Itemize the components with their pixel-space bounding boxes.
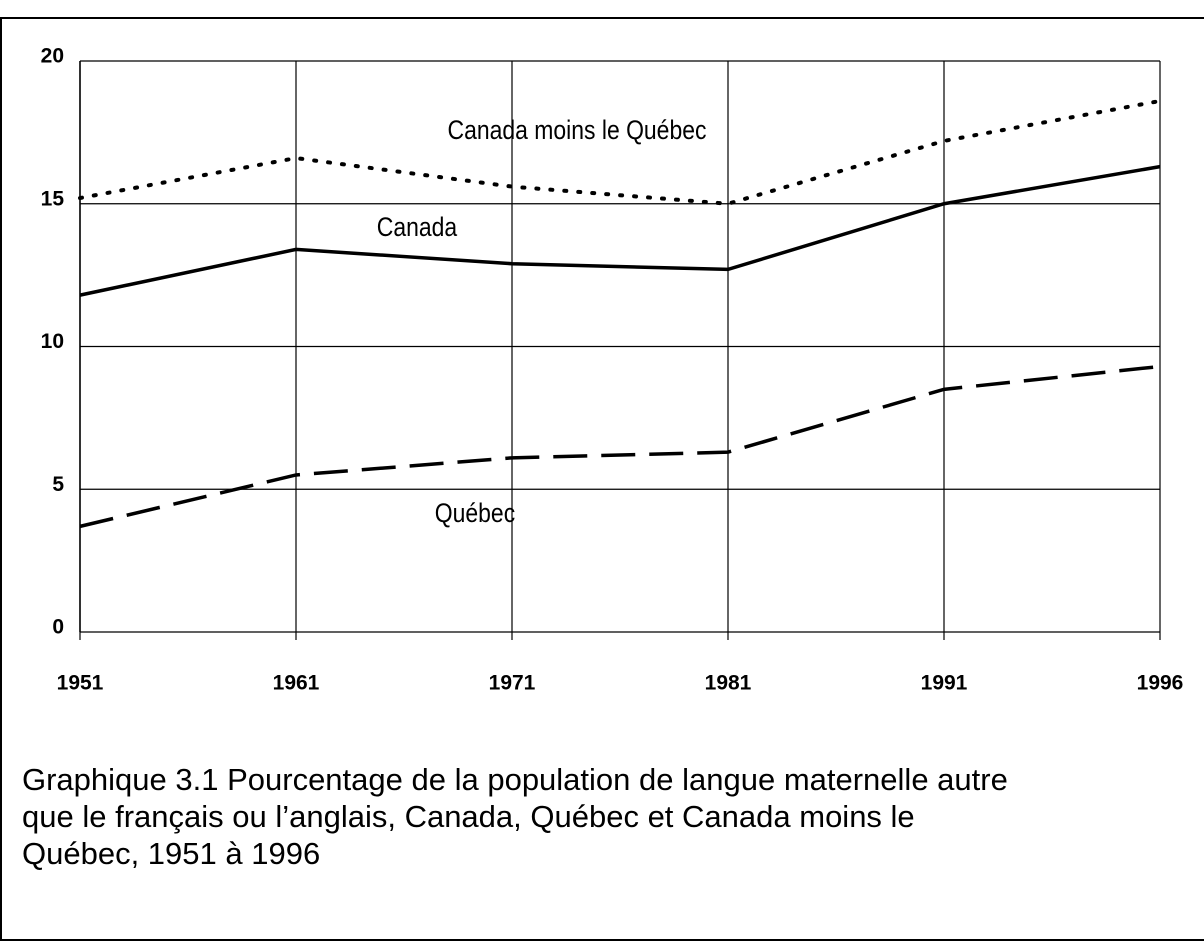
x-tick-label: 1996 [1137, 672, 1184, 695]
series-line [79, 164, 1161, 297]
caption-line: Graphique 3.1 Pourcentage de la populati… [22, 762, 1008, 797]
x-tick-label: 1981 [705, 672, 752, 695]
x-tick-label: 1961 [273, 672, 320, 695]
series-label: Québec [435, 498, 515, 528]
series-line [79, 364, 1161, 529]
y-tick-label: 10 [41, 330, 64, 353]
series-label: Canada [377, 212, 457, 242]
x-tick-label: 1971 [489, 672, 536, 695]
y-tick-label: 0 [52, 616, 64, 639]
caption-line: que le français ou l’anglais, Canada, Qu… [22, 799, 915, 834]
y-tick-label: 5 [52, 473, 64, 496]
series-line [78, 98, 1162, 206]
frame [0, 17, 1204, 941]
x-tick-label: 1951 [57, 672, 104, 695]
series-label: Canada moins le Québec [448, 115, 707, 145]
x-tick-label: 1991 [921, 672, 968, 695]
caption-line: Québec, 1951 à 1996 [22, 836, 320, 871]
y-tick-label: 15 [41, 187, 65, 210]
y-tick-label: 20 [41, 45, 64, 68]
